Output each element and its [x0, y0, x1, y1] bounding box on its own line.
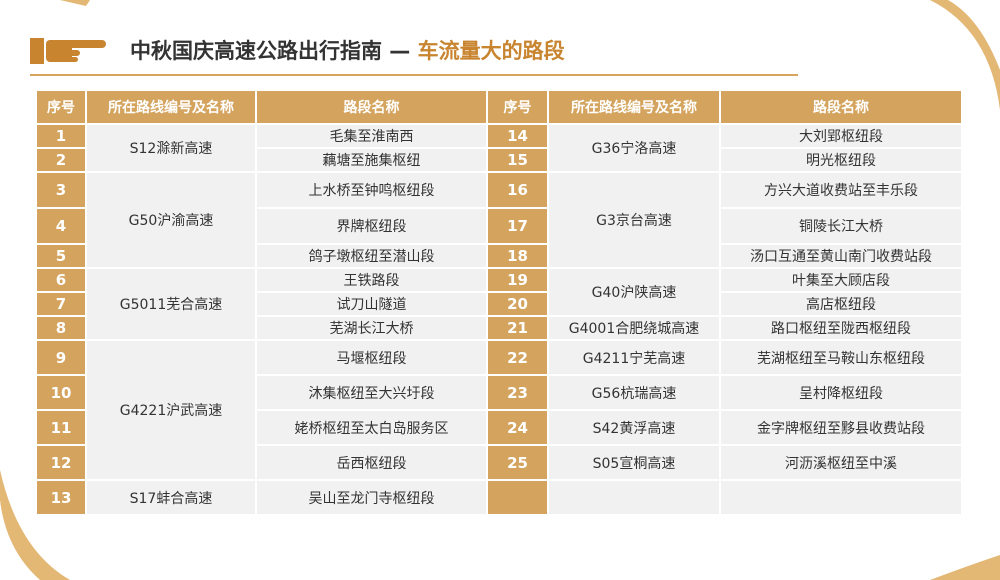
row-number: 5	[37, 245, 85, 267]
section-name: 鸽子墩枢纽至潜山段	[257, 245, 486, 267]
congestion-table: 序号 所在路线编号及名称 路段名称 序号 所在路线编号及名称 路段名称 1 S1…	[35, 89, 963, 516]
row-number: 6	[37, 269, 85, 291]
row-number: 23	[488, 376, 547, 409]
row-number: 12	[37, 446, 85, 479]
page-title: 中秋国庆高速公路出行指南 — 车流量大的路段	[130, 39, 565, 63]
section-name: 姥桥枢纽至太白岛服务区	[257, 411, 486, 444]
row-number: 16	[488, 173, 547, 207]
row-number: 17	[488, 209, 547, 243]
section-name: 金字牌枢纽至黟县收费站段	[721, 411, 961, 444]
row-number: 13	[37, 481, 85, 514]
row-number: 15	[488, 149, 547, 171]
table-row: 6 G5011芜合高速 王铁路段 19 G40沪陕高速 叶集至大顾店段	[37, 269, 961, 339]
section-name: 呈村降枢纽段	[721, 376, 961, 409]
route-name: G50沪渝高速	[87, 173, 255, 267]
section-name: 王铁路段	[257, 269, 486, 291]
row-number: 20	[488, 293, 547, 315]
title-underline	[30, 74, 798, 76]
table-row: 13 S17蚌合高速 吴山至龙门寺枢纽段	[37, 481, 961, 514]
row-number: 11	[37, 411, 85, 444]
header-row: 序号 所在路线编号及名称 路段名称 序号 所在路线编号及名称 路段名称	[37, 91, 961, 123]
route-name: G3京台高速	[549, 173, 719, 267]
route-name: G36宁洛高速	[549, 125, 719, 171]
section-name: 叶集至大顾店段	[721, 269, 961, 291]
section-name: 明光枢纽段	[721, 149, 961, 171]
row-number: 25	[488, 446, 547, 479]
section-name: 河沥溪枢纽至中溪	[721, 446, 961, 479]
row-number: 21	[488, 317, 547, 339]
col-header-num: 序号	[488, 91, 547, 123]
table-row: 1 S12滁新高速 毛集至淮南西 14 G36宁洛高速 大刘郢枢纽段	[37, 125, 961, 171]
col-header-section: 路段名称	[721, 91, 961, 123]
table-row: 5 鸽子墩枢纽至潜山段 18 汤口互通至黄山南门收费站段	[37, 245, 961, 267]
table-row: 2 藕塘至施集枢纽 15 明光枢纽段	[37, 149, 961, 171]
section-name: 上水桥至钟鸣枢纽段	[257, 173, 486, 207]
route-name: S12滁新高速	[87, 125, 255, 171]
section-name: 界牌枢纽段	[257, 209, 486, 243]
route-name: S42黄浮高速	[549, 411, 719, 444]
row-number: 2	[37, 149, 85, 171]
row-number: 7	[37, 293, 85, 315]
row-number: 14	[488, 125, 547, 147]
top-left-swoosh	[60, 0, 90, 6]
row-number: 18	[488, 245, 547, 267]
route-name: G4211宁芜高速	[549, 341, 719, 374]
route-name: G5011芜合高速	[87, 269, 255, 339]
table-row: 4 界牌枢纽段 17 铜陵长江大桥	[37, 209, 961, 243]
section-name: 芜湖长江大桥	[257, 317, 486, 339]
row-number: 1	[37, 125, 85, 147]
table-row: 3 G50沪渝高速 上水桥至钟鸣枢纽段 16 G3京台高速 方兴大道收费站至丰乐…	[37, 173, 961, 267]
route-name: S05宣桐高速	[549, 446, 719, 479]
section-name: 藕塘至施集枢纽	[257, 149, 486, 171]
bottom-right-swoosh	[930, 555, 1000, 580]
section-name: 马堰枢纽段	[257, 341, 486, 374]
empty-cell	[721, 481, 961, 514]
table-row: 9 G4221沪武高速 马堰枢纽段 22 G4211宁芜高速 芜湖枢纽至马鞍山东…	[37, 341, 961, 479]
col-header-num: 序号	[37, 91, 85, 123]
section-name: 路口枢纽至陇西枢纽段	[721, 317, 961, 339]
pointing-hand-icon	[30, 38, 106, 64]
row-number: 22	[488, 341, 547, 374]
row-number: 9	[37, 341, 85, 374]
row-number: 3	[37, 173, 85, 207]
row-number: 10	[37, 376, 85, 409]
route-name: S17蚌合高速	[87, 481, 255, 514]
row-number: 4	[37, 209, 85, 243]
table-row: 11 姥桥枢纽至太白岛服务区 24 S42黄浮高速 金字牌枢纽至黟县收费站段	[37, 411, 961, 444]
table-row: 10 沐集枢纽至大兴圩段 23 G56杭瑞高速 呈村降枢纽段	[37, 376, 961, 409]
section-name: 高店枢纽段	[721, 293, 961, 315]
section-name: 方兴大道收费站至丰乐段	[721, 173, 961, 207]
section-name: 沐集枢纽至大兴圩段	[257, 376, 486, 409]
section-name: 大刘郢枢纽段	[721, 125, 961, 147]
bottom-left-swoosh	[0, 470, 70, 580]
top-right-swoosh	[930, 0, 1000, 110]
col-header-route: 所在路线编号及名称	[549, 91, 719, 123]
route-name: G4221沪武高速	[87, 341, 255, 479]
col-header-route: 所在路线编号及名称	[87, 91, 255, 123]
section-name: 吴山至龙门寺枢纽段	[257, 481, 486, 514]
section-name: 汤口互通至黄山南门收费站段	[721, 245, 961, 267]
table-row: 7 试刀山隧道 20 高店枢纽段	[37, 293, 961, 315]
section-name: 毛集至淮南西	[257, 125, 486, 147]
title-highlight: 车流量大的路段	[417, 39, 565, 63]
route-name: G56杭瑞高速	[549, 376, 719, 409]
section-name: 试刀山隧道	[257, 293, 486, 315]
title-bar: 中秋国庆高速公路出行指南 — 车流量大的路段	[30, 28, 565, 72]
empty-cell	[549, 481, 719, 514]
table-row: 12 岳西枢纽段 25 S05宣桐高速 河沥溪枢纽至中溪	[37, 446, 961, 479]
section-name: 芜湖枢纽至马鞍山东枢纽段	[721, 341, 961, 374]
section-name: 岳西枢纽段	[257, 446, 486, 479]
col-header-section: 路段名称	[257, 91, 486, 123]
row-number: 8	[37, 317, 85, 339]
route-name: G4001合肥绕城高速	[549, 317, 719, 339]
row-number: 19	[488, 269, 547, 291]
row-number: 24	[488, 411, 547, 444]
row-number-empty	[488, 481, 547, 514]
table-row: 8 芜湖长江大桥 21 G4001合肥绕城高速 路口枢纽至陇西枢纽段	[37, 317, 961, 339]
route-name: G40沪陕高速	[549, 269, 719, 315]
section-name: 铜陵长江大桥	[721, 209, 961, 243]
